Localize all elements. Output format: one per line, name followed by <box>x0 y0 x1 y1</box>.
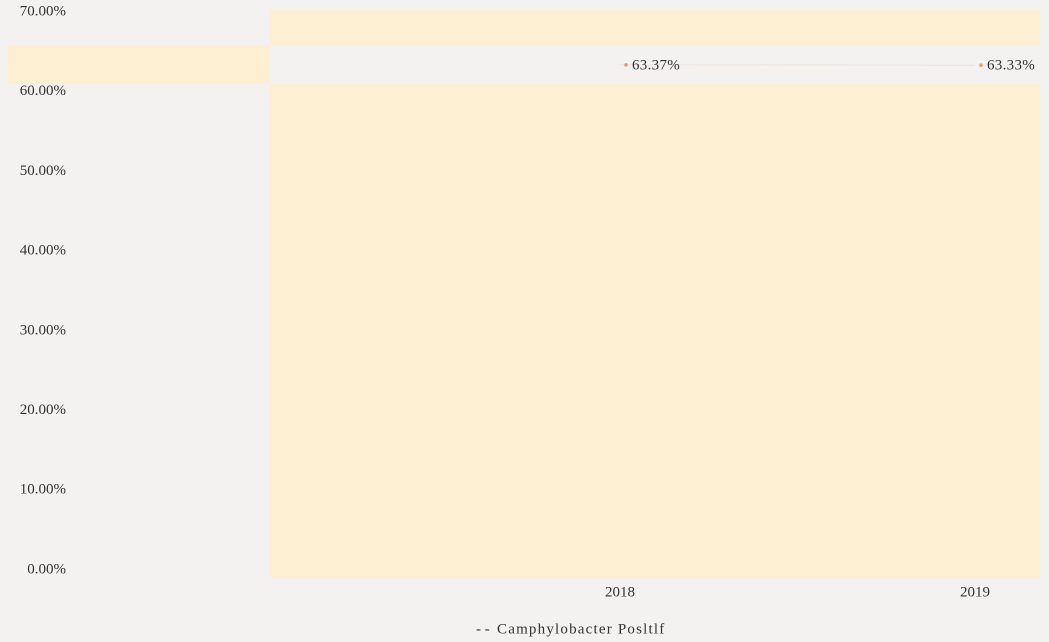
data-label: 63.33% <box>987 58 1035 74</box>
legend-label: Camphylobacter Posltlf <box>497 621 665 637</box>
y-tick-label: 50.00% <box>20 163 66 179</box>
plot-area <box>270 10 1040 578</box>
x-tick-label: 2019 <box>960 584 990 600</box>
y-tick-label: 0.00% <box>27 561 66 577</box>
data-point <box>979 63 983 67</box>
legend-marker: - - <box>476 621 490 637</box>
y-tick-label: 10.00% <box>20 482 66 498</box>
y-tick-label: 60.00% <box>20 83 66 99</box>
x-tick-label: 2018 <box>605 584 635 600</box>
band <box>8 45 270 84</box>
data-point <box>624 63 628 67</box>
data-label: 63.37% <box>632 57 680 73</box>
band <box>270 45 1049 84</box>
y-tick-label: 40.00% <box>20 243 66 259</box>
y-tick-label: 20.00% <box>20 402 66 418</box>
y-tick-label: 30.00% <box>20 322 66 338</box>
y-tick-label: 70.00% <box>20 3 66 19</box>
